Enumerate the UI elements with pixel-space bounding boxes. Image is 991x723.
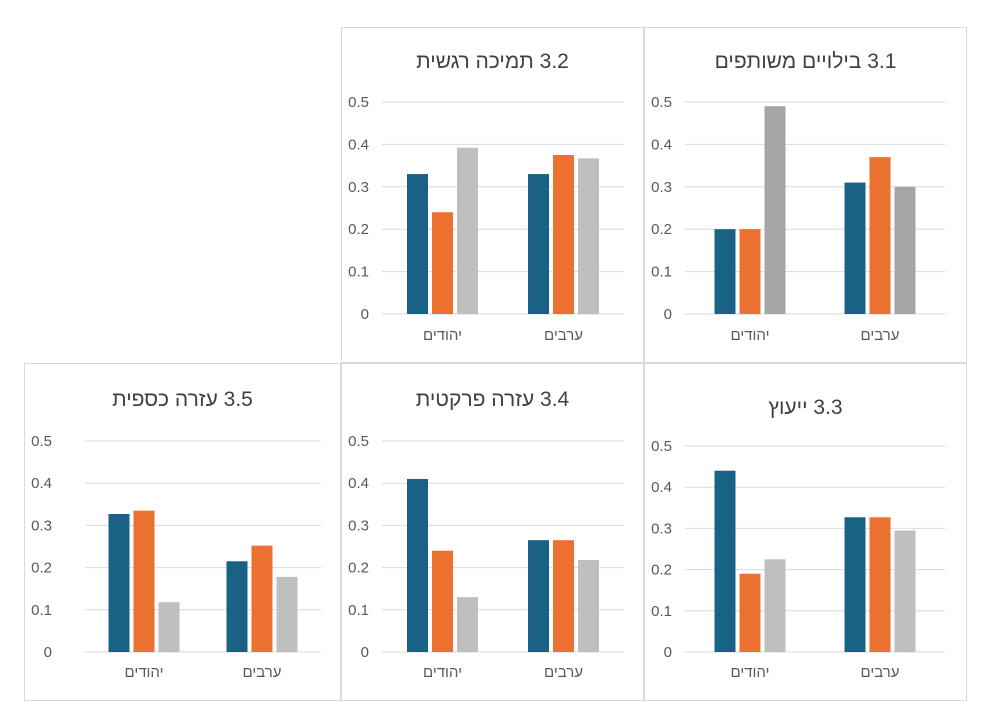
chart-panel-3-1: 0 0.1 0.2 0.3 0.4 0.5 ערבים יהודים 3.1 בילויים … — [644, 27, 967, 363]
bar — [553, 155, 574, 314]
y-tick-label: 0.3 — [31, 517, 52, 534]
bar — [714, 229, 736, 314]
y-tick-label: 0.2 — [651, 221, 672, 238]
y-tick-label: 0.3 — [348, 179, 369, 196]
bar — [432, 550, 453, 652]
y-tick-label: 0 — [361, 306, 369, 323]
bar — [739, 573, 761, 652]
y-tick-label: 0.2 — [348, 560, 369, 577]
y-tick-label: 0 — [361, 644, 369, 661]
bar — [158, 602, 180, 652]
bar — [226, 561, 248, 652]
bar — [528, 174, 549, 314]
y-tick-label: 0 — [664, 306, 672, 323]
chart-panel-3-5: 0 0.1 0.2 0.3 0.4 0.5 ערבים יהודים 3.5 עזרה כספ… — [24, 363, 341, 701]
y-tick-label: 0.1 — [651, 264, 672, 281]
bar — [869, 517, 891, 652]
chart-title: 3.1 בילויים משותפים — [714, 50, 897, 73]
bar — [251, 545, 273, 652]
chart-3-2-plot: 0 0.1 0.2 0.3 0.4 0.5 ערבים יהודים — [348, 94, 624, 344]
y-tick-label: 0.2 — [651, 562, 672, 579]
y-tick-label: 0.1 — [348, 264, 369, 281]
y-tick-label: 0.3 — [651, 179, 672, 196]
bar — [714, 470, 736, 652]
y-tick-label: 0.4 — [651, 479, 672, 496]
y-tick-label: 0.5 — [651, 438, 672, 455]
x-category-label: יהודים — [423, 327, 462, 344]
y-tick-label: 0.1 — [31, 602, 52, 619]
bar — [844, 182, 866, 314]
bar — [578, 158, 599, 314]
chart-title: 3.4 עזרה פרקטית — [415, 388, 570, 411]
y-tick-label: 0.5 — [348, 433, 369, 450]
bar — [578, 560, 599, 652]
x-category-label: ערבים — [544, 664, 583, 681]
bar — [457, 597, 478, 652]
y-tick-label: 0.1 — [348, 602, 369, 619]
x-category-label: יהודים — [730, 327, 769, 344]
bar — [108, 514, 130, 652]
chart-panel-3-2: 0 0.1 0.2 0.3 0.4 0.5 ערבים יהודים 3.2 תמיכה רג… — [341, 27, 644, 363]
y-tick-label: 0.3 — [348, 517, 369, 534]
chart-title: 3.2 תמיכה רגשית — [416, 50, 569, 73]
bar — [894, 186, 916, 314]
bar — [894, 530, 916, 652]
x-category-label: ערבים — [860, 664, 899, 681]
chart-panel-3-3: 0 0.1 0.2 0.3 0.4 0.5 ערבים יהודים 3.3 ייעוץ — [644, 363, 967, 701]
bar — [764, 559, 786, 652]
y-tick-label: 0 — [44, 644, 52, 661]
bar — [457, 147, 478, 314]
chart-panel-3-4: 0 0.1 0.2 0.3 0.4 0.5 ערבים יהודים 3.4 עזרה פרק… — [341, 363, 644, 701]
y-tick-label: 0.5 — [31, 433, 52, 450]
x-category-label: ערבים — [860, 327, 899, 344]
bar — [869, 157, 891, 314]
y-tick-label: 0 — [664, 644, 672, 661]
y-tick-label: 0.4 — [31, 475, 52, 492]
x-category-label: ערבים — [544, 327, 583, 344]
y-tick-label: 0.3 — [651, 520, 672, 537]
bar — [432, 212, 453, 314]
chart-title: 3.3 ייעוץ — [768, 396, 843, 419]
bar — [739, 229, 761, 314]
chart-3-4-plot: 0 0.1 0.2 0.3 0.4 0.5 ערבים יהודים — [348, 433, 624, 681]
chart-title: 3.5 עזרה כספית — [112, 388, 253, 411]
bar — [553, 540, 574, 652]
chart-3-1-plot: 0 0.1 0.2 0.3 0.4 0.5 ערבים יהודים — [651, 94, 945, 344]
x-category-label: יהודים — [730, 664, 769, 681]
bar — [276, 576, 298, 652]
y-tick-label: 0.5 — [348, 94, 369, 111]
bar — [764, 106, 786, 315]
y-tick-label: 0.4 — [651, 136, 672, 153]
bar — [407, 174, 428, 314]
bar — [407, 478, 428, 652]
x-category-label: ערבים — [242, 664, 281, 681]
y-tick-label: 0.2 — [31, 560, 52, 577]
y-tick-label: 0.4 — [348, 475, 369, 492]
y-tick-label: 0.5 — [651, 94, 672, 111]
bar — [528, 540, 549, 652]
y-tick-label: 0.2 — [348, 221, 369, 238]
x-category-label: יהודים — [423, 664, 462, 681]
x-category-label: יהודים — [124, 664, 163, 681]
y-tick-label: 0.1 — [651, 603, 672, 620]
chart-3-3-plot: 0 0.1 0.2 0.3 0.4 0.5 ערבים יהודים — [651, 438, 945, 681]
bar — [844, 517, 866, 652]
bar — [133, 510, 155, 652]
y-tick-label: 0.4 — [348, 136, 369, 153]
chart-3-5-plot: 0 0.1 0.2 0.3 0.4 0.5 ערבים יהודים — [31, 433, 321, 681]
